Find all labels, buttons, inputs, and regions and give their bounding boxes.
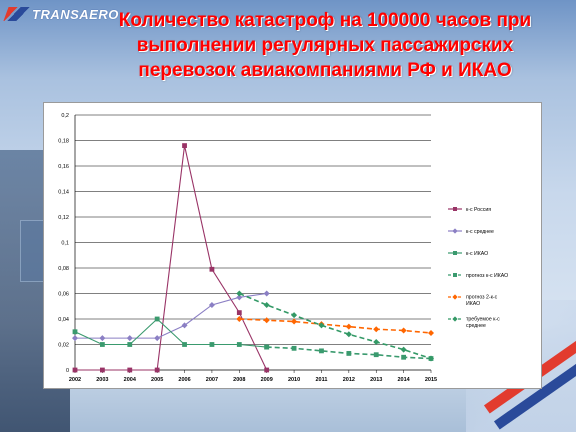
x-tick-label: 2009 — [261, 377, 273, 383]
x-tick-label: 2014 — [397, 377, 410, 383]
legend-marker-1 — [453, 207, 457, 211]
data-point-series-3 — [182, 342, 187, 347]
data-point-series-6 — [236, 290, 243, 297]
x-tick-label: 2011 — [315, 377, 327, 383]
data-point-series-6 — [428, 355, 434, 362]
series-line-6 — [238, 292, 432, 360]
data-point-series-5 — [263, 317, 270, 324]
legend-marker-2 — [452, 228, 458, 234]
data-point-series-4 — [319, 348, 324, 354]
data-point-series-5 — [236, 316, 243, 322]
x-tick-label: 2008 — [233, 377, 245, 383]
y-tick-label: 0,14 — [58, 190, 69, 196]
data-point-series-6 — [291, 312, 298, 319]
y-tick-label: 0,06 — [58, 292, 69, 298]
data-point-series-2 — [263, 290, 270, 297]
data-point-series-2 — [181, 322, 188, 329]
x-tick-label: 2013 — [370, 377, 382, 383]
title-line-3: перевозок авиакомпаниями РФ и ИКАО — [138, 60, 512, 81]
data-point-series-5 — [345, 323, 352, 330]
legend-label-4: прогноз к-с ИКАО — [466, 273, 508, 279]
series-line-5 — [239, 318, 432, 334]
y-tick-label: 0,08 — [58, 266, 69, 272]
x-tick-label: 2012 — [343, 377, 355, 383]
data-point-series-1 — [127, 367, 133, 373]
data-point-series-4 — [264, 344, 270, 350]
data-point-series-1 — [99, 367, 105, 373]
data-point-series-1 — [72, 367, 78, 373]
data-point-series-4 — [401, 354, 407, 360]
data-point-series-3 — [127, 342, 133, 347]
data-point-series-1 — [236, 310, 242, 316]
y-tick-label: 0,18 — [58, 139, 69, 145]
x-tick-label: 2015 — [425, 377, 437, 383]
series-line-3 — [74, 318, 267, 348]
data-point-series-6 — [345, 331, 352, 338]
data-point-series-2 — [72, 335, 78, 342]
data-point-series-3 — [154, 316, 160, 322]
data-point-series-6 — [263, 301, 270, 308]
data-point-series-5 — [373, 326, 380, 333]
y-tick-label: 0,02 — [58, 343, 69, 349]
y-tick-label: 0,04 — [58, 317, 69, 323]
logo-mark-icon — [3, 7, 31, 21]
y-tick-label: 0,16 — [58, 164, 69, 170]
legend-label-5: прогноз 2-к-с — [466, 295, 498, 301]
y-tick-label: 0,1 — [61, 241, 69, 247]
data-point-series-4 — [291, 345, 297, 351]
legend-label-6: требуемое к-с — [466, 317, 500, 323]
chart-panel: 0 0,02 0,04 0,06 0,08 0,1 0,12 0,14 0,16 0,18 0,2 2… — [43, 102, 542, 389]
y-tick-label: 0 — [66, 368, 69, 374]
data-point-series-1 — [264, 367, 270, 373]
x-tick-label: 2003 — [96, 377, 108, 383]
data-point-series-2 — [154, 335, 161, 342]
data-point-series-6 — [400, 346, 407, 353]
data-point-series-1 — [209, 266, 215, 272]
data-point-series-2 — [236, 294, 243, 301]
data-point-series-1 — [154, 367, 160, 373]
data-point-series-2 — [208, 301, 215, 308]
y-tick-label: 0,12 — [58, 215, 69, 221]
data-point-series-4 — [346, 351, 352, 356]
x-tick-label: 2002 — [69, 377, 81, 383]
title-line-1: Количество катастроф на 100000 часов при — [118, 10, 532, 31]
y-tick-label: 0,2 — [61, 113, 69, 119]
legend-label-3: к-с ИКАО — [466, 251, 488, 257]
legend-label-6-cont: среднее — [466, 323, 486, 329]
company-logo: TRANSAERO — [3, 4, 119, 24]
x-tick-label: 2010 — [288, 377, 300, 383]
data-point-series-3 — [99, 342, 105, 347]
data-point-series-6 — [318, 322, 325, 329]
legend-label-2: к-с среднее — [466, 229, 494, 235]
x-tick-label: 2006 — [178, 377, 190, 383]
data-point-series-5 — [400, 327, 407, 334]
slide-title: Количество катастроф на 100000 часов при… — [90, 8, 560, 83]
legend-label-1: к-с Россия — [466, 207, 491, 213]
series-line-1 — [75, 145, 268, 371]
data-point-series-4 — [373, 352, 379, 358]
data-point-series-5 — [291, 318, 298, 325]
title-line-2: выполнении регулярных пассажирских — [136, 35, 514, 56]
x-tick-label: 2004 — [124, 377, 137, 383]
legend-marker-3 — [453, 251, 457, 255]
legend-marker-4 — [453, 273, 457, 277]
legend-label-5-cont: ИКАО — [466, 301, 480, 307]
logo-text: TRANSAERO — [32, 6, 119, 22]
x-tick-label: 2005 — [151, 377, 163, 383]
data-point-series-1 — [182, 143, 187, 148]
data-point-series-2 — [126, 335, 133, 342]
data-point-series-2 — [99, 335, 106, 342]
line-chart: 0 0,02 0,04 0,06 0,08 0,1 0,12 0,14 0,16 0,18 0,2 2… — [58, 113, 508, 383]
legend-marker-5 — [452, 294, 458, 300]
legend-marker-6 — [452, 316, 458, 322]
data-point-series-6 — [373, 338, 380, 345]
data-point-series-3 — [209, 342, 215, 347]
x-tick-label: 2007 — [206, 377, 218, 383]
data-point-series-3 — [236, 342, 242, 347]
data-point-series-3 — [72, 329, 78, 335]
data-point-series-5 — [428, 330, 434, 337]
